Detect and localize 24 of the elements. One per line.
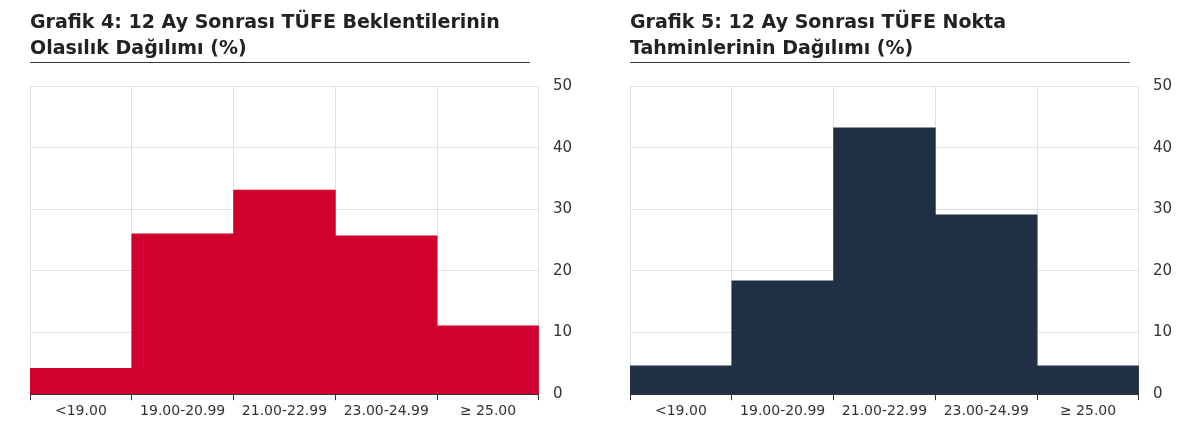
x-tick-label: 21.00-22.99 <box>841 402 928 419</box>
chart-title: Grafik 4: 12 Ay Sonrası TÜFE Beklentilerinin Olasılık Dağılımı (%) <box>30 8 530 63</box>
y-tick-label: 0 <box>552 384 563 403</box>
x-tick-label: 19.00-20.99 <box>740 402 826 419</box>
x-tick-label: <19.00 <box>654 402 707 419</box>
y-tick-label: 30 <box>1152 199 1173 218</box>
x-tick-label: ≥ 25.00 <box>459 402 517 419</box>
y-tick-label: 0 <box>1152 384 1163 403</box>
y-tick-label: 50 <box>1152 75 1173 94</box>
x-tick-label: 19.00-20.99 <box>140 402 226 419</box>
y-tick-label: 50 <box>552 75 573 94</box>
x-tick-label: 23.00-24.99 <box>943 402 1029 419</box>
y-tick-label: 10 <box>552 322 573 341</box>
x-tick-label: ≥ 25.00 <box>1059 402 1117 419</box>
x-tick-label: 21.00-22.99 <box>241 402 328 419</box>
y-tick-label: 10 <box>1152 322 1173 341</box>
chart-title: Grafik 5: 12 Ay Sonrası TÜFE Nokta Tahminlerinin Dağılımı (%) <box>630 8 1130 63</box>
y-tick-label: 40 <box>1152 137 1173 156</box>
x-tick-label: <19.00 <box>54 402 107 419</box>
y-tick-label: 20 <box>552 260 573 279</box>
y-tick-label: 40 <box>552 137 573 156</box>
y-tick-label: 20 <box>1152 260 1173 279</box>
y-tick-label: 30 <box>552 199 573 218</box>
x-tick-label: 23.00-24.99 <box>343 402 429 419</box>
